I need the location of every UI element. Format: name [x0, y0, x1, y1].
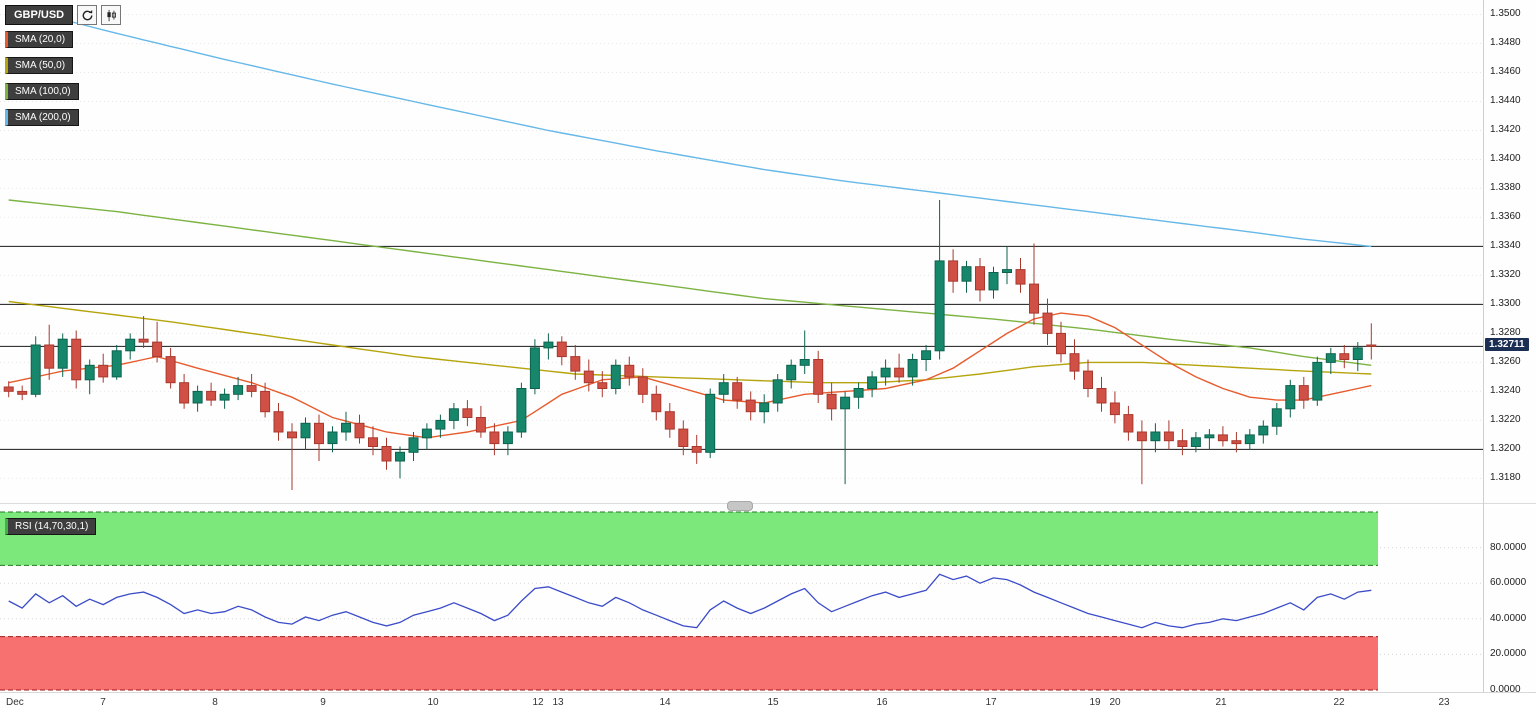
time-tick-label: 10	[427, 697, 439, 708]
rsi-tick-label: 40.0000	[1490, 612, 1527, 624]
panel-divider	[0, 503, 1536, 509]
symbol-button[interactable]: GBP/USD	[5, 5, 74, 25]
refresh-button[interactable]	[77, 5, 98, 25]
price-tick-label: 1.3260	[1490, 356, 1521, 368]
price-tick-label: 1.3460	[1490, 66, 1521, 78]
price-axis[interactable]: 1.32711 1.3500 1.3480 1.3460 1.3440 1.3420 1.…	[1483, 0, 1536, 695]
sma-legend-badge[interactable]: SMA (200,0)	[5, 109, 79, 126]
price-tick-label: 1.3480	[1490, 37, 1521, 49]
rsi-legend-badge[interactable]: RSI (14,70,30,1)	[5, 518, 97, 535]
rsi-tick-label: 60.0000	[1490, 577, 1527, 589]
time-tick-label: 13	[552, 697, 564, 708]
candlestick-chart-canvas[interactable]	[0, 0, 1483, 503]
price-tick-label: 1.3500	[1490, 8, 1521, 20]
price-tick-label: 1.3200	[1490, 443, 1521, 455]
rsi-tick-label: 20.0000	[1490, 648, 1527, 660]
price-tick-label: 1.3380	[1490, 182, 1521, 194]
time-axis[interactable]: Dec 7 8 9 10 12 13 14 15 16 17 19 20 21 22 23	[0, 692, 1536, 715]
panel-resize-handle[interactable]	[727, 501, 753, 511]
rsi-tick-label: 0.0000	[1490, 684, 1521, 695]
price-tick-label: 1.3240	[1490, 385, 1521, 397]
sma-legend-badge[interactable]: SMA (20,0)	[5, 31, 74, 48]
time-tick-label: 15	[767, 697, 779, 708]
chart-style-button[interactable]	[101, 5, 122, 25]
price-tick-label: 1.3180	[1490, 472, 1521, 484]
sma-label: SMA (20,0)	[15, 34, 66, 45]
current-price-badge: 1.32711	[1485, 338, 1529, 352]
price-tick-label: 1.3420	[1490, 124, 1521, 136]
price-tick-label: 1.3400	[1490, 153, 1521, 165]
sma-label: SMA (100,0)	[15, 86, 71, 97]
time-tick-label: 14	[659, 697, 671, 708]
rsi-chart-canvas[interactable]	[0, 508, 1483, 692]
sma-legend-badge[interactable]: SMA (100,0)	[5, 83, 79, 100]
time-tick-label: 12	[532, 697, 544, 708]
time-tick-label: 7	[100, 697, 106, 708]
price-panel[interactable]: GBP/USD SMA (20,0) SMA (50,0) SMA (100,0) S…	[0, 0, 1483, 503]
rsi-tick-label: 80.0000	[1490, 541, 1527, 553]
time-tick-label: 17	[985, 697, 997, 708]
sma-label: SMA (50,0)	[15, 60, 66, 71]
sma-label: SMA (200,0)	[15, 112, 71, 123]
refresh-icon	[82, 9, 93, 20]
price-tick-label: 1.3440	[1490, 95, 1521, 107]
indicator-legend: SMA (20,0) SMA (50,0) SMA (100,0) SMA (200,…	[5, 31, 79, 126]
time-tick-label: 22	[1333, 697, 1345, 708]
chart-toolbar: GBP/USD	[5, 5, 122, 25]
time-tick-label: 8	[212, 697, 218, 708]
price-tick-label: 1.3300	[1490, 298, 1521, 310]
time-tick-label: 9	[320, 697, 326, 708]
price-tick-label: 1.3280	[1490, 327, 1521, 339]
price-tick-label: 1.3360	[1490, 211, 1521, 223]
time-tick-label: 21	[1215, 697, 1227, 708]
candlestick-style-icon	[107, 9, 116, 21]
price-tick-label: 1.3320	[1490, 269, 1521, 281]
sma-legend-badge[interactable]: SMA (50,0)	[5, 57, 74, 74]
time-tick-label: 16	[876, 697, 888, 708]
rsi-label: RSI (14,70,30,1)	[15, 521, 89, 532]
time-tick-label: 23	[1438, 697, 1450, 708]
time-tick-label: 19	[1089, 697, 1101, 708]
price-tick-label: 1.3220	[1490, 414, 1521, 426]
time-tick-label: 20	[1109, 697, 1121, 708]
price-tick-label: 1.3340	[1490, 240, 1521, 252]
rsi-panel[interactable]: RSI (14,70,30,1)	[0, 508, 1483, 692]
time-tick-label: Dec	[6, 697, 24, 708]
